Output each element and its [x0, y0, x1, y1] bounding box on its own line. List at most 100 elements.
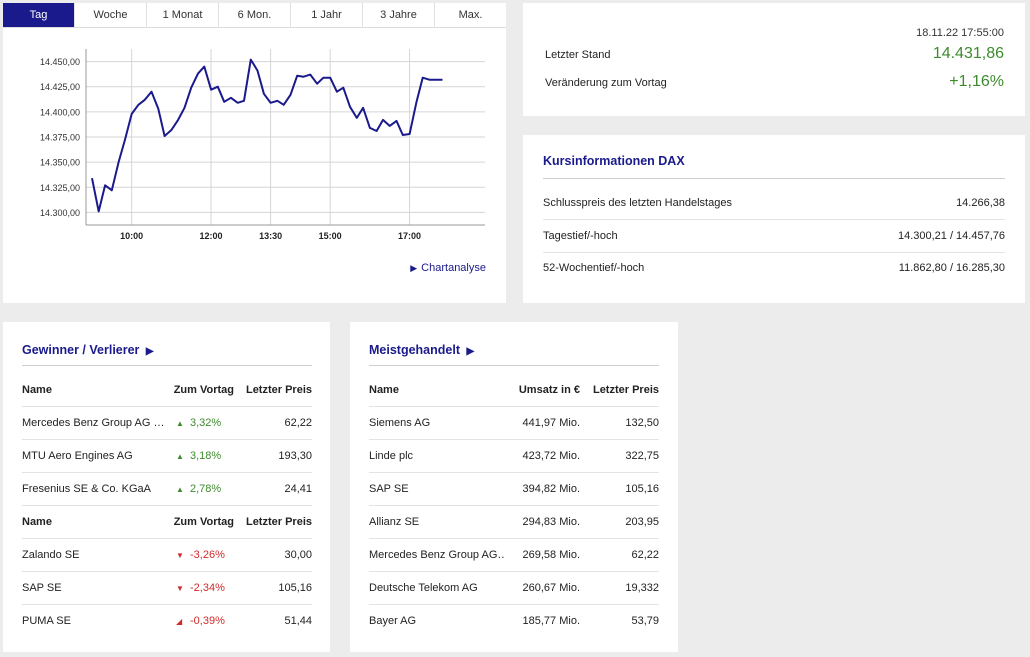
stock-name[interactable]: SAP SE: [22, 582, 62, 594]
x-tick-label: 17:00: [398, 231, 421, 241]
tab-max[interactable]: Max.: [458, 9, 483, 21]
chart-analysis-link[interactable]: ▶ Chartanalyse: [410, 262, 486, 274]
change-cell: ▲ 3,32%: [172, 417, 224, 429]
y-tick-label: 14.325,00: [40, 183, 80, 193]
price-value: 132,50: [625, 417, 659, 429]
intraday-line-chart[interactable]: 14.450,00 14.425,00 14.400,00 14.375,00 14.3…: [3, 29, 506, 249]
x-tick-label: 12:00: [200, 231, 223, 241]
stock-name[interactable]: Linde plc: [369, 450, 414, 462]
table-row[interactable]: Deutsche Telekom AG 260,67 Mio. 19,332: [369, 572, 659, 605]
price-value: 105,16: [625, 483, 659, 495]
price-value: 193,30: [278, 450, 312, 462]
change-value: 2,78%: [190, 483, 222, 495]
table-row[interactable]: Linde plc 423,72 Mio. 322,75: [369, 440, 659, 473]
most-traded-title-link[interactable]: Meistgehandelt ▶: [369, 343, 474, 357]
timeframe-tabs: Tag Woche 1 Monat 6 Mon. 1 Jahr 3 Jahre …: [3, 3, 506, 28]
tab-week[interactable]: Woche: [75, 3, 147, 27]
price-value: 62,22: [631, 549, 659, 561]
play-arrow-icon: ▶: [145, 346, 154, 357]
info-row: Schlusspreis des letzten Handelstages 14…: [543, 187, 1005, 220]
stock-name[interactable]: Allianz SE: [369, 516, 420, 528]
info-row-label: Schlusspreis des letzten Handelstages: [543, 197, 732, 209]
stock-name[interactable]: Zalando SE: [22, 549, 80, 561]
triangle-down-right-icon: ◢: [176, 617, 183, 626]
change-value: -0,39%: [190, 615, 225, 627]
stock-name[interactable]: Siemens AG: [369, 417, 431, 429]
price-info-panel: Kursinformationen DAX Schlusspreis des l…: [523, 135, 1025, 303]
y-tick-label: 14.450,00: [40, 57, 80, 67]
x-tick-label: 13:30: [259, 231, 282, 241]
y-tick-label: 14.375,00: [40, 133, 80, 143]
change-cell: ▼ -3,26%: [172, 549, 225, 561]
most-traded-table: Name Umsatz in € Letzter Preis Siemens A…: [369, 374, 659, 637]
table-row[interactable]: Siemens AG 441,97 Mio. 132,50: [369, 407, 659, 440]
turnover-value: 423,72 Mio.: [522, 450, 580, 462]
turnover-value: 260,67 Mio.: [522, 582, 580, 594]
col-header-price: Letzter Preis: [592, 384, 659, 396]
col-header-name: Name: [22, 384, 52, 396]
last-price-label: Letzter Stand: [545, 49, 611, 61]
change-cell: ◢ -0,39%: [172, 615, 225, 627]
tab-1-year[interactable]: 1 Jahr: [291, 3, 363, 27]
triangle-up-icon: ▲: [176, 419, 184, 428]
table-row[interactable]: SAP SE 394,82 Mio. 105,16: [369, 473, 659, 506]
col-header-price: Letzter Preis: [245, 516, 312, 528]
table-row[interactable]: Mercedes Benz Group AG … ▲ 3,32% 62,22: [22, 407, 312, 440]
info-row-value: 11.862,80 / 16.285,30: [898, 262, 1005, 274]
table-row[interactable]: Allianz SE 294,83 Mio. 203,95: [369, 506, 659, 539]
table-row[interactable]: Bayer AG 185,77 Mio. 53,79: [369, 605, 659, 637]
col-header-change: Zum Vortag: [173, 516, 234, 528]
stock-name[interactable]: Bayer AG: [369, 615, 417, 627]
price-value: 203,95: [625, 516, 659, 528]
stock-name[interactable]: SAP SE: [369, 483, 409, 495]
table-row[interactable]: Mercedes Benz Group AG… 269,58 Mio. 62,2…: [369, 539, 659, 572]
col-header-price: Letzter Preis: [245, 384, 312, 396]
change-cell: ▲ 2,78%: [172, 483, 224, 495]
gainers-losers-panel: Gewinner / Verlierer ▶ Name Zum Vortag L…: [3, 322, 330, 652]
change-value: 3,32%: [190, 417, 222, 429]
change-value: -3,26%: [190, 549, 225, 561]
x-tick-label: 10:00: [120, 231, 143, 241]
tab-1-month[interactable]: 1 Monat: [147, 3, 219, 27]
table-row[interactable]: Zalando SE ▼ -3,26% 30,00: [22, 539, 312, 572]
most-traded-panel: Meistgehandelt ▶ Name Umsatz in € Letzte…: [350, 322, 678, 652]
triangle-down-icon: ▼: [176, 584, 184, 593]
divider: [22, 365, 312, 366]
stock-name[interactable]: MTU Aero Engines AG: [22, 450, 133, 462]
tab-day[interactable]: Tag: [3, 3, 75, 27]
info-row: 52-Wochentief/-hoch 11.862,80 / 16.285,3…: [543, 252, 1005, 284]
turnover-value: 441,97 Mio.: [522, 417, 580, 429]
y-tick-label: 14.400,00: [40, 107, 80, 117]
chart-panel: Tag Woche 1 Monat 6 Mon. 1 Jahr 3 Jahre …: [3, 3, 506, 303]
stock-name[interactable]: Mercedes Benz Group AG…: [369, 549, 504, 561]
gainers-losers-table: Name Zum Vortag Letzter Preis Mercedes B…: [22, 374, 312, 637]
triangle-down-icon: ▼: [176, 551, 184, 560]
stock-name[interactable]: PUMA SE: [22, 615, 71, 627]
price-value: 322,75: [625, 450, 659, 462]
table-row[interactable]: MTU Aero Engines AG ▲ 3,18% 193,30: [22, 440, 312, 473]
change-value: +1,16%: [949, 73, 1004, 90]
tab-3-years[interactable]: 3 Jahre: [363, 3, 435, 27]
change-cell: ▼ -2,34%: [172, 582, 225, 594]
last-price-value: 14.431,86: [932, 45, 1004, 62]
table-row[interactable]: PUMA SE ◢ -0,39% 51,44: [22, 605, 312, 637]
stock-name[interactable]: Deutsche Telekom AG: [369, 582, 478, 594]
stock-name[interactable]: Mercedes Benz Group AG …: [22, 417, 165, 429]
turnover-value: 394,82 Mio.: [522, 483, 580, 495]
tab-6-months[interactable]: 6 Mon.: [219, 3, 291, 27]
col-header-change: Zum Vortag: [173, 384, 234, 396]
table-row[interactable]: Fresenius SE & Co. KGaA ▲ 2,78% 24,41: [22, 473, 312, 506]
info-row-label: Tagestief/-hoch: [543, 230, 618, 242]
price-value: 62,22: [284, 417, 312, 429]
divider: [543, 178, 1005, 179]
y-tick-label: 14.300,00: [40, 208, 80, 218]
y-tick-label: 14.350,00: [40, 158, 80, 168]
table-header-row: Name Umsatz in € Letzter Preis: [369, 374, 659, 407]
y-tick-label: 14.425,00: [40, 82, 80, 92]
col-header-name: Name: [369, 384, 399, 396]
price-value: 19,332: [625, 582, 659, 594]
stock-name[interactable]: Fresenius SE & Co. KGaA: [22, 483, 151, 495]
gainers-losers-title-link[interactable]: Gewinner / Verlierer ▶: [22, 343, 154, 357]
table-row[interactable]: SAP SE ▼ -2,34% 105,16: [22, 572, 312, 605]
dax-price-line: [91, 58, 443, 213]
